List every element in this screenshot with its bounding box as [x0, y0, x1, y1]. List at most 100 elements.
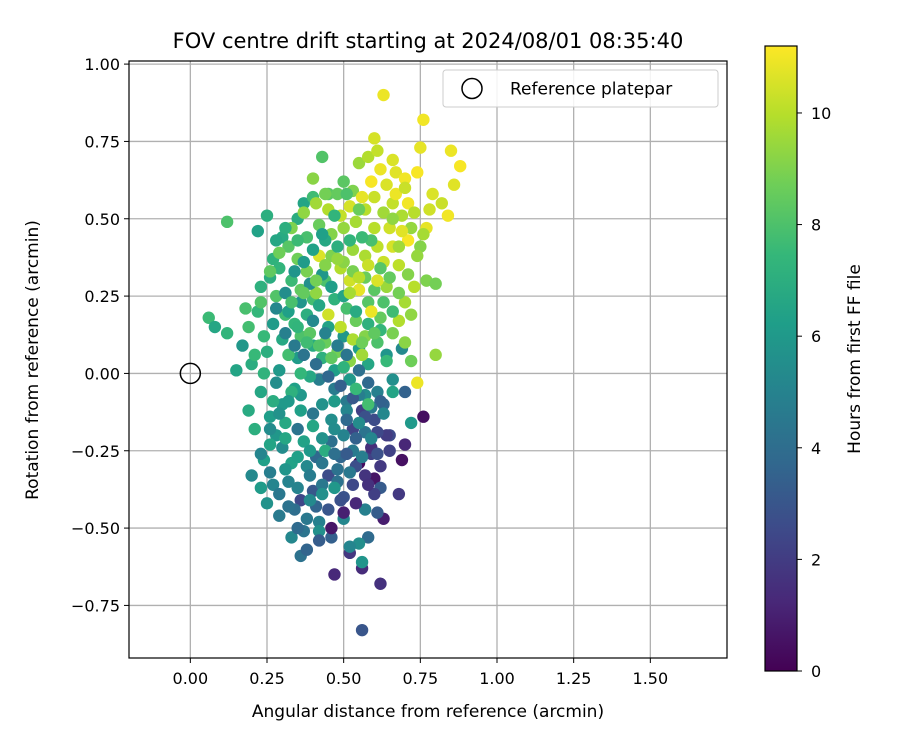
data-point: [282, 500, 295, 513]
data-point: [386, 385, 399, 399]
data-point: [312, 299, 326, 312]
data-point: [254, 280, 268, 294]
data-point: [319, 258, 332, 272]
data-point: [254, 447, 268, 461]
x-tick-label: 0.50: [326, 669, 362, 688]
data-point: [270, 234, 283, 247]
data-point: [319, 187, 332, 201]
data-point: [297, 435, 310, 448]
data-points: [202, 88, 467, 637]
data-point: [417, 410, 430, 423]
data-point: [395, 453, 409, 467]
data-point: [279, 327, 292, 340]
data-point: [312, 515, 326, 529]
data-point: [355, 336, 369, 349]
data-point: [273, 407, 286, 420]
data-point: [398, 438, 412, 451]
data-point: [340, 348, 353, 362]
colorbar-label: Hours from first FF file: [845, 264, 865, 454]
data-point: [328, 568, 341, 581]
data-point: [279, 463, 292, 476]
data-point: [300, 512, 314, 526]
data-point: [331, 339, 344, 352]
data-point: [377, 296, 390, 309]
data-point: [306, 243, 320, 256]
data-point: [331, 252, 344, 266]
data-point: [291, 422, 304, 436]
data-point: [444, 144, 458, 157]
data-point: [297, 197, 310, 210]
colorbar-ticks: 0 2 4 6 8 10: [797, 104, 831, 681]
data-point: [374, 163, 387, 176]
data-point: [248, 422, 261, 436]
data-point: [328, 422, 341, 436]
data-point: [291, 521, 304, 535]
data-point: [331, 463, 344, 476]
legend-reference-marker: [461, 77, 483, 100]
data-point: [355, 450, 369, 464]
data-point: [355, 190, 369, 204]
data-point: [371, 447, 384, 461]
data-point: [337, 429, 350, 442]
data-point: [392, 314, 406, 328]
data-point: [383, 271, 396, 284]
data-point: [426, 187, 439, 201]
chart-title: FOV centre drift starting at 2024/08/01 …: [173, 29, 684, 53]
data-point: [340, 187, 353, 201]
data-point: [392, 487, 406, 501]
data-point: [328, 209, 341, 222]
data-point: [352, 416, 366, 430]
data-point: [306, 419, 320, 433]
data-point: [300, 543, 314, 556]
data-point: [334, 320, 347, 334]
data-point: [340, 447, 353, 461]
data-point: [316, 487, 329, 501]
data-point: [322, 469, 335, 482]
data-point: [343, 540, 356, 553]
data-point: [337, 175, 350, 188]
data-point: [260, 345, 274, 358]
colorbar: 0 2 4 6 8 10 Hours from first FF file: [764, 45, 865, 681]
data-point: [374, 395, 387, 408]
data-point: [270, 376, 283, 389]
data-point: [362, 478, 375, 491]
data-point: [383, 444, 396, 457]
data-point: [392, 286, 406, 300]
data-point: [340, 413, 353, 427]
data-point: [362, 150, 375, 164]
data-point: [398, 336, 412, 349]
data-point: [349, 497, 363, 510]
data-point: [254, 296, 268, 309]
data-point: [306, 407, 320, 420]
data-point: [362, 357, 375, 371]
data-point: [208, 320, 222, 334]
y-tick-label: −0.75: [71, 596, 120, 615]
data-point: [392, 240, 406, 253]
data-point: [316, 150, 329, 164]
data-point: [349, 432, 363, 445]
data-point: [303, 494, 317, 507]
data-point: [429, 348, 442, 362]
data-point: [343, 466, 356, 479]
data-point: [316, 228, 329, 241]
data-point: [343, 286, 356, 300]
data-point: [377, 206, 390, 219]
data-point: [386, 153, 399, 167]
data-point: [325, 531, 338, 544]
data-point: [368, 221, 381, 235]
data-point: [325, 521, 338, 535]
data-point: [386, 327, 399, 340]
data-point: [371, 144, 384, 157]
data-point: [423, 203, 436, 216]
data-point: [337, 221, 350, 235]
data-point: [362, 317, 375, 331]
x-axis-ticks: 0.00 0.25 0.50 0.75 1.00 1.25 1.50: [173, 658, 668, 688]
data-point: [294, 404, 307, 417]
data-point: [257, 367, 271, 380]
data-point: [395, 224, 409, 238]
colorbar-tick-label: 10: [811, 104, 831, 123]
data-point: [386, 305, 399, 318]
data-point: [408, 206, 421, 219]
data-point: [242, 320, 255, 334]
data-point: [294, 367, 307, 380]
